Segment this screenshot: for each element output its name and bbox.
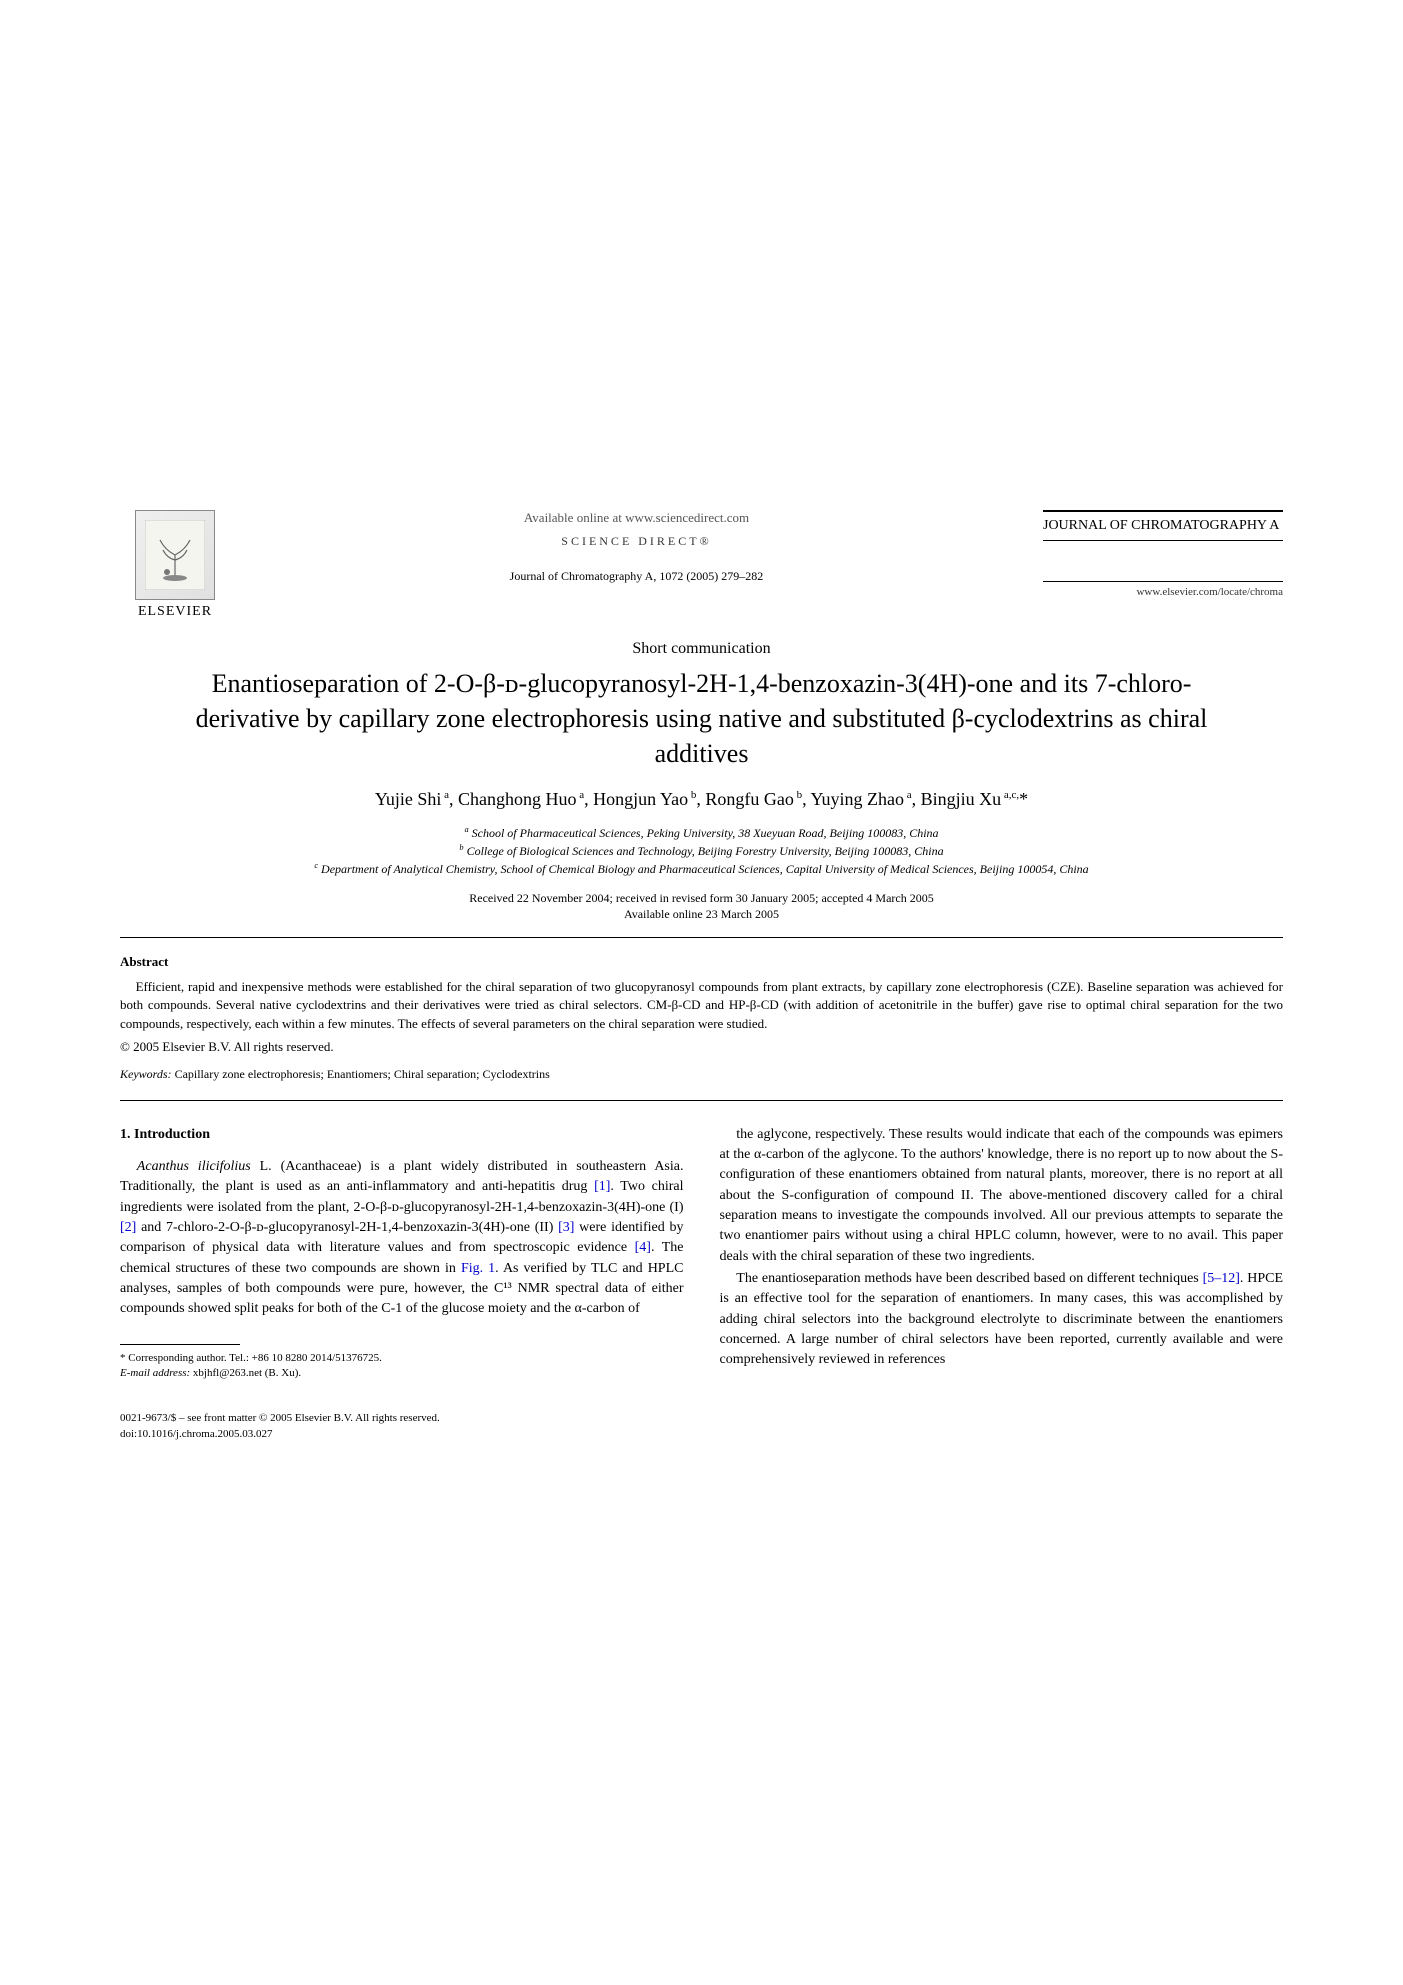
left-column: 1. Introduction Acanthus ilicifolius L. … — [120, 1125, 684, 1381]
affiliation-b: b College of Biological Sciences and Tec… — [120, 842, 1283, 860]
publisher-name: ELSEVIER — [138, 604, 212, 620]
sciencedirect-logo-text: SCIENCE DIRECT® — [250, 534, 1023, 549]
journal-reference: Journal of Chromatography A, 1072 (2005)… — [250, 569, 1023, 584]
article-type: Short communication — [120, 640, 1283, 658]
email-address[interactable]: xbjhfl@263.net (B. Xu). — [193, 1367, 301, 1379]
intro-para-1: Acanthus ilicifolius L. (Acanthaceae) is… — [120, 1157, 684, 1319]
abstract-heading: Abstract — [120, 954, 1283, 970]
section-1-heading: 1. Introduction — [120, 1125, 684, 1145]
divider-bottom — [120, 1100, 1283, 1101]
article-title: Enantioseparation of 2-O-β-ᴅ-glucopyrano… — [160, 666, 1243, 771]
received-date: Received 22 November 2004; received in r… — [120, 890, 1283, 907]
elsevier-logo-svg — [145, 520, 205, 590]
footnote-block: * Corresponding author. Tel.: +86 10 828… — [120, 1351, 684, 1382]
abstract-body: Efficient, rapid and inexpensive methods… — [120, 978, 1283, 1033]
keywords-text: Capillary zone electrophoresis; Enantiom… — [175, 1067, 550, 1081]
affiliation-c-text: Department of Analytical Chemistry, Scho… — [321, 862, 1089, 876]
journal-name: JOURNAL OF CHROMATOGRAPHY A — [1043, 510, 1283, 541]
footer-doi: doi:10.1016/j.chroma.2005.03.027 — [120, 1427, 1283, 1442]
email-label: E-mail address: — [120, 1367, 190, 1379]
publisher-block: ELSEVIER — [120, 510, 230, 620]
footnote-separator — [120, 1344, 240, 1345]
footer-block: 0021-9673/$ – see front matter © 2005 El… — [120, 1411, 1283, 1442]
affiliation-a: a School of Pharmaceutical Sciences, Pek… — [120, 824, 1283, 842]
intro-para-2: the aglycone, respectively. These result… — [720, 1125, 1284, 1267]
affiliation-b-text: College of Biological Sciences and Techn… — [467, 844, 944, 858]
intro-para-3: The enantioseparation methods have been … — [720, 1269, 1284, 1370]
available-online-text: Available online at www.sciencedirect.co… — [250, 510, 1023, 526]
sciencedirect-label: SCIENCE DIRECT® — [561, 534, 711, 548]
header-right: JOURNAL OF CHROMATOGRAPHY A www.elsevier… — [1043, 510, 1283, 598]
affiliation-a-text: School of Pharmaceutical Sciences, Pekin… — [472, 826, 939, 840]
authors-line: Yujie Shi a, Changhong Huo a, Hongjun Ya… — [120, 789, 1283, 810]
right-column: the aglycone, respectively. These result… — [720, 1125, 1284, 1381]
email-line: E-mail address: xbjhfl@263.net (B. Xu). — [120, 1366, 684, 1381]
keywords-label: Keywords: — [120, 1067, 172, 1081]
two-column-body: 1. Introduction Acanthus ilicifolius L. … — [120, 1125, 1283, 1381]
header-center: Available online at www.sciencedirect.co… — [230, 510, 1043, 584]
elsevier-tree-logo — [135, 510, 215, 600]
footer-issn: 0021-9673/$ – see front matter © 2005 El… — [120, 1411, 1283, 1426]
journal-url[interactable]: www.elsevier.com/locate/chroma — [1043, 581, 1283, 598]
abstract-copyright: © 2005 Elsevier B.V. All rights reserved… — [120, 1039, 1283, 1055]
online-date: Available online 23 March 2005 — [120, 906, 1283, 923]
corresponding-author: * Corresponding author. Tel.: +86 10 828… — [120, 1351, 684, 1366]
dates-block: Received 22 November 2004; received in r… — [120, 890, 1283, 924]
affiliation-c: c Department of Analytical Chemistry, Sc… — [120, 860, 1283, 878]
affiliations-block: a School of Pharmaceutical Sciences, Pek… — [120, 824, 1283, 877]
keywords-line: Keywords: Capillary zone electrophoresis… — [120, 1067, 1283, 1082]
divider-top — [120, 937, 1283, 938]
header-row: ELSEVIER Available online at www.science… — [120, 510, 1283, 620]
